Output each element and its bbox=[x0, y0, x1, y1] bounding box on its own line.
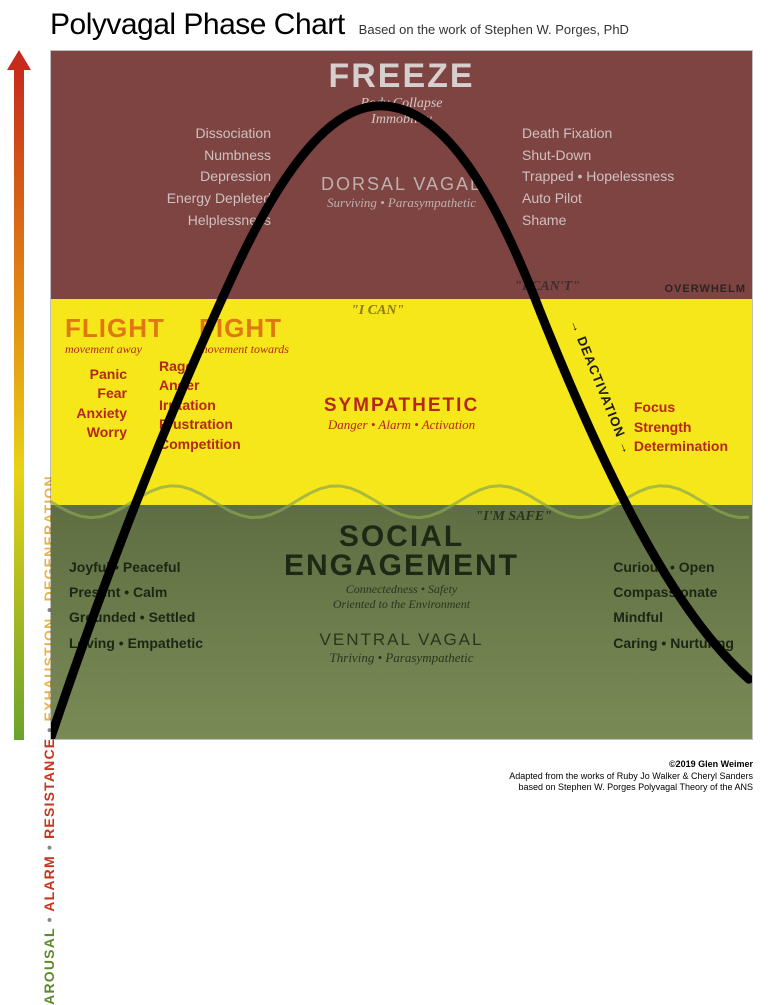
footer-line3: based on Stephen W. Porges Polyvagal The… bbox=[509, 782, 753, 794]
y-axis-label: AROUSAL • ALARM • RESISTANCE • EXHAUSTIO… bbox=[29, 50, 47, 740]
header: Polyvagal Phase Chart Based on the work … bbox=[0, 0, 768, 46]
y-axis-arrow bbox=[10, 50, 28, 740]
chart-title: Polyvagal Phase Chart bbox=[50, 8, 345, 42]
footer-copyright: ©2019 Glen Weimer bbox=[509, 759, 753, 771]
phase-chart: FREEZE Body Collapse Immobility Dissocia… bbox=[50, 50, 753, 740]
curve-overlay bbox=[51, 51, 752, 739]
footer-credit: ©2019 Glen Weimer Adapted from the works… bbox=[509, 759, 753, 794]
chart-subtitle: Based on the work of Stephen W. Porges, … bbox=[359, 22, 629, 37]
arrow-head-icon bbox=[7, 50, 31, 70]
footer-line2: Adapted from the works of Ruby Jo Walker… bbox=[509, 771, 753, 783]
